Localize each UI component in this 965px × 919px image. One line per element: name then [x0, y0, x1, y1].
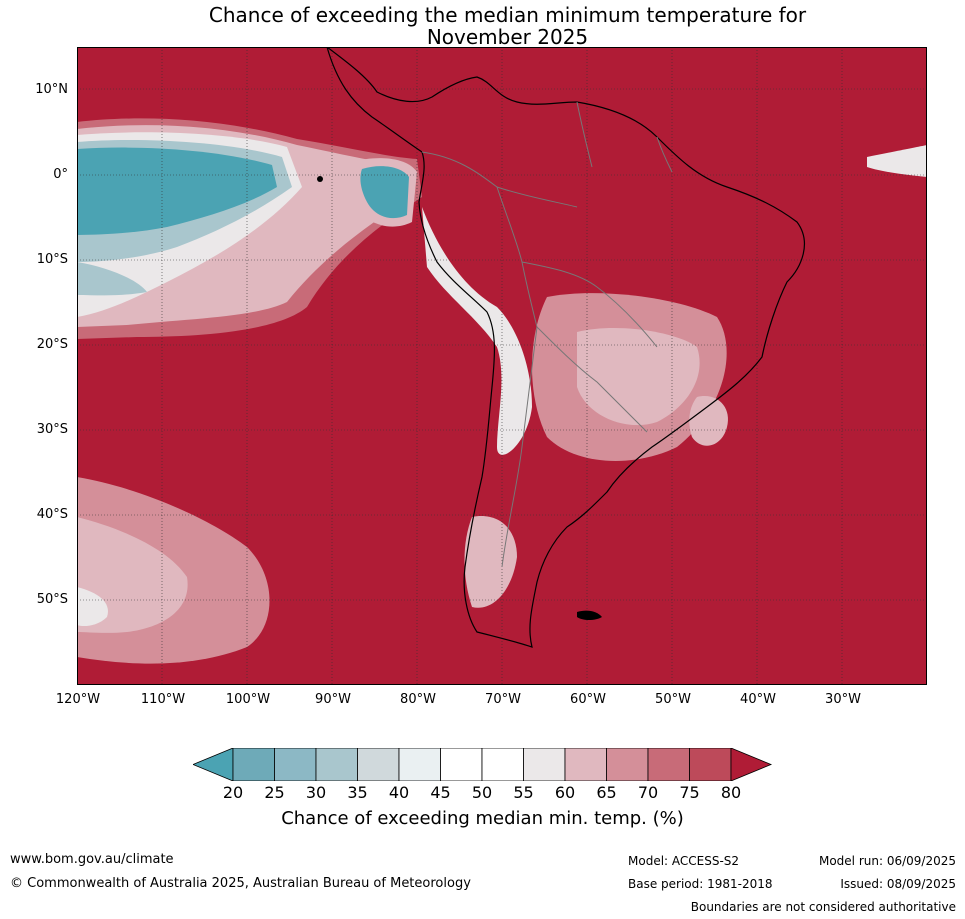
- lat-label-20s: 20°S: [36, 337, 68, 352]
- lon-label-120w: 120°W: [55, 692, 101, 707]
- colorbar-tick-75: 75: [679, 783, 700, 802]
- model-run-info: Model run: 06/09/2025: [818, 854, 956, 868]
- lat-label-50s: 50°S: [36, 592, 68, 607]
- colorbar-label: Chance of exceeding median min. temp. (%…: [281, 808, 684, 829]
- lon-label-60w: 60°W: [570, 692, 606, 707]
- probability-map: [77, 47, 927, 685]
- galapagos-islands: [317, 176, 323, 182]
- model-info: Model: ACCESS-S2: [628, 854, 740, 868]
- lon-label-110w: 110°W: [140, 692, 186, 707]
- pacific-band-35b: [77, 262, 147, 296]
- colorbar-tick-70: 70: [637, 783, 659, 802]
- andes-strip-55: [422, 207, 532, 455]
- patagonia-band-60: [464, 516, 517, 608]
- colorbar-tick-55: 55: [513, 783, 534, 802]
- title-line-1: Chance of exceeding the median minimum t…: [208, 3, 807, 27]
- lon-label-90w: 90°W: [315, 692, 351, 707]
- lat-label-0: 0°: [53, 167, 68, 182]
- colorbar-box-65: [606, 747, 649, 782]
- pacific-cold-tongue: [77, 147, 277, 235]
- graticule: [77, 47, 927, 685]
- map-frame: [77, 47, 927, 685]
- atlantic-patch-55: [867, 145, 927, 177]
- lon-label-50w: 50°W: [655, 692, 691, 707]
- issued-info: Issued: 08/09/2025: [840, 877, 956, 891]
- colorbar-box-25: [274, 747, 317, 782]
- title-line-2: November 2025: [426, 25, 589, 49]
- colorbar-box-40: [398, 747, 441, 782]
- map-title: Chance of exceeding the median minimum t…: [0, 4, 965, 48]
- colorbar-tick-35: 35: [347, 783, 368, 802]
- colorbar-box-75: [689, 747, 732, 782]
- lon-label-70w: 70°W: [485, 692, 521, 707]
- website-link[interactable]: www.bom.gov.au/climate: [10, 852, 174, 867]
- colorbar-tick-50: 50: [471, 783, 493, 802]
- colorbar-box-55: [523, 747, 566, 782]
- south-america-coastline: [326, 47, 806, 648]
- colorbar-box-20: [232, 747, 275, 782]
- lat-label-10s: 10°S: [36, 252, 68, 267]
- falkland-islands: [577, 610, 602, 620]
- colorbar-extend-high: [730, 747, 773, 782]
- colorbar-box-30: [315, 747, 358, 782]
- colorbar-box-60: [564, 747, 607, 782]
- colorbar-tick-40: 40: [388, 783, 410, 802]
- country-boundaries: [421, 101, 673, 568]
- colorbar-box-70: [647, 747, 690, 782]
- colorbar-tick-25: 25: [264, 783, 285, 802]
- sw-pacific-band-55: [77, 587, 108, 627]
- map-panel: [77, 47, 927, 685]
- colorbar-tick-60: 60: [554, 783, 576, 802]
- coastal-cold-patch: [360, 166, 409, 219]
- colorbar-tick-20: 20: [222, 783, 244, 802]
- lon-label-30w: 30°W: [825, 692, 861, 707]
- colorbar-extend-low: [191, 747, 234, 782]
- interior-band-60: [577, 327, 700, 426]
- colorbar-box-50: [481, 747, 524, 782]
- colorbar-box-35: [357, 747, 400, 782]
- lat-label-10n: 10°N: [35, 82, 68, 97]
- colorbar-tick-65: 65: [596, 783, 617, 802]
- lat-label-30s: 30°S: [36, 422, 68, 437]
- offshore-patch-60: [689, 396, 728, 446]
- lon-label-40w: 40°W: [740, 692, 776, 707]
- colorbar-tick-45: 45: [430, 783, 451, 802]
- base-period-info: Base period: 1981-2018: [628, 877, 773, 891]
- colorbar-svg: [191, 747, 773, 782]
- lat-label-40s: 40°S: [36, 507, 68, 522]
- colorbar-box-45: [440, 747, 483, 782]
- lon-label-80w: 80°W: [400, 692, 436, 707]
- colorbar: [191, 747, 773, 782]
- disclaimer-text: Boundaries are not considered authoritat…: [690, 900, 956, 914]
- copyright-text: © Commonwealth of Australia 2025, Austra…: [10, 876, 471, 891]
- lon-label-100w: 100°W: [225, 692, 271, 707]
- colorbar-tick-30: 30: [305, 783, 327, 802]
- colorbar-tick-80: 80: [720, 783, 742, 802]
